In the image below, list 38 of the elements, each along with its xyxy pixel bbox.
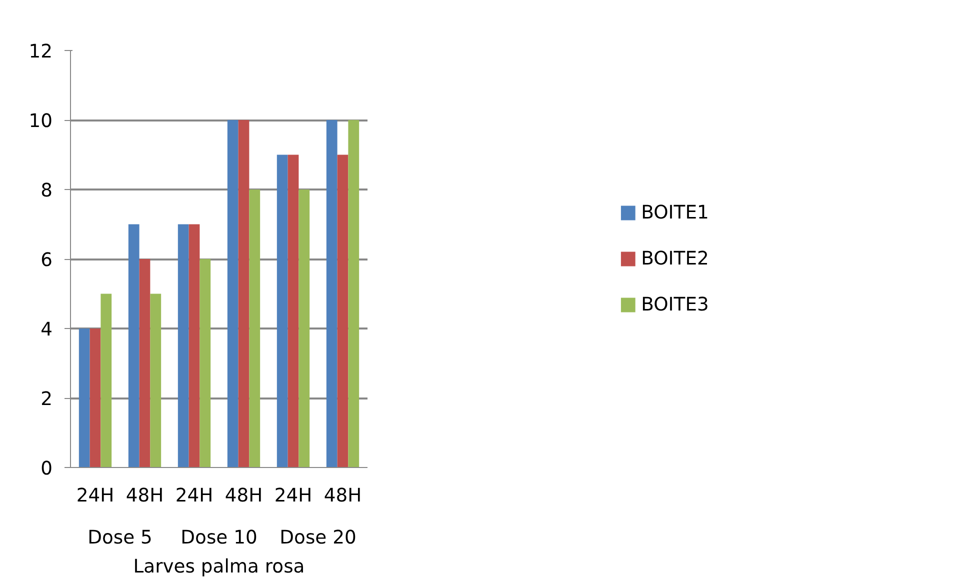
bar [200, 259, 211, 468]
x-tick-label: 24H [175, 486, 214, 506]
bar [227, 120, 238, 468]
y-tick-label: 10 [28, 111, 53, 132]
bar [139, 259, 150, 468]
text: Dose 10 [180, 528, 258, 548]
bar [288, 154, 299, 468]
bar [150, 294, 162, 468]
bar [249, 190, 260, 468]
x-tick-label: 48H [224, 486, 263, 506]
bar [128, 224, 140, 468]
y-tick-label: 6 [40, 250, 53, 271]
bar [238, 120, 250, 468]
y-tick-label: 2 [40, 389, 53, 410]
x-axis-title: Larves palma rosa [133, 556, 305, 578]
text: Dose 20 [280, 528, 356, 548]
bar [188, 224, 200, 468]
x-tick-label: 24H [274, 486, 312, 506]
bar [178, 224, 189, 468]
x-tick-label: 48H [324, 486, 362, 506]
legend-label: BOITE3 [641, 294, 709, 315]
legend-label: BOITE2 [641, 248, 709, 269]
bar [276, 154, 288, 468]
bar [326, 120, 338, 468]
bar [100, 294, 112, 468]
bar [78, 328, 90, 468]
x-tick-label: 24H [76, 486, 114, 506]
text: Dose 5 [88, 528, 152, 548]
bar [348, 120, 360, 468]
y-tick-label: 4 [40, 320, 53, 340]
bar [298, 190, 310, 468]
y-tick-label: 8 [40, 180, 53, 202]
legend-label: BOITE1 [641, 202, 709, 223]
y-tick-label: 0 [40, 458, 53, 480]
x-tick-label: 48H [126, 486, 164, 506]
bar [90, 328, 101, 468]
y-tick-label: 12 [28, 42, 53, 62]
bar [337, 154, 348, 468]
